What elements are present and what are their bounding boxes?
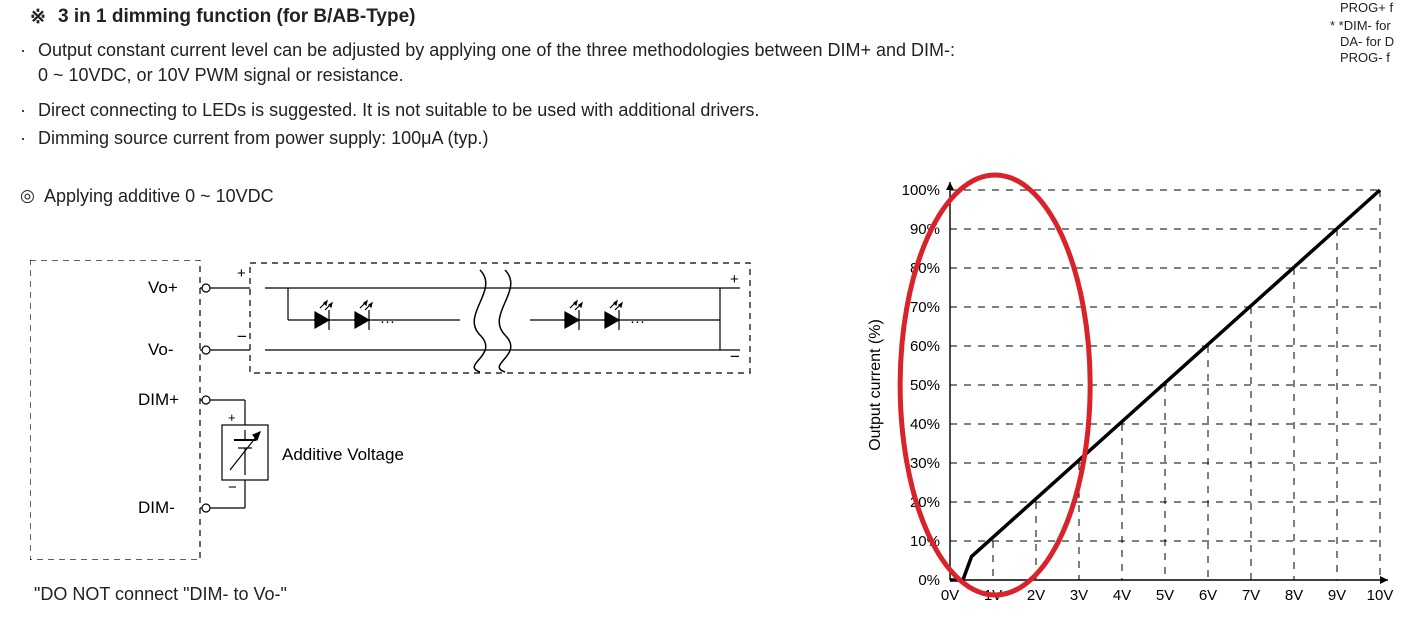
- svg-text:40%: 40%: [910, 416, 940, 433]
- side-note-2: * *DIM- for: [1330, 18, 1391, 33]
- output-current-chart: 0%10%20%30%40%50%60%70%80%90%100%0V1V2V3…: [820, 160, 1400, 630]
- svg-text:3V: 3V: [1070, 587, 1088, 604]
- svg-text:−: −: [237, 327, 247, 346]
- svg-text:50%: 50%: [910, 377, 940, 394]
- svg-text:−: −: [228, 479, 237, 496]
- subheading-marker: ◎: [20, 184, 35, 208]
- svg-text:0V: 0V: [941, 587, 959, 604]
- svg-text:6V: 6V: [1199, 587, 1217, 604]
- svg-text:DIM+: DIM+: [138, 390, 179, 409]
- warning-note: "DO NOT connect "DIM- to Vo-": [34, 582, 287, 607]
- svg-text:9V: 9V: [1328, 587, 1346, 604]
- title-marker: ※: [30, 6, 46, 29]
- page: PROG+ f * *DIM- for DA- for D PROG- f ※ …: [0, 0, 1411, 631]
- svg-text:Output current (%): Output current (%): [867, 319, 884, 451]
- bullet-3: Dimming source current from power supply…: [38, 126, 1128, 151]
- svg-text:+: +: [228, 410, 236, 425]
- bullet-dot-2: ·: [20, 98, 26, 123]
- svg-text:100%: 100%: [902, 182, 940, 199]
- svg-text:Vo-: Vo-: [148, 340, 174, 359]
- page-title: 3 in 1 dimming function (for B/AB-Type): [58, 6, 415, 28]
- svg-text:4V: 4V: [1113, 587, 1131, 604]
- svg-text:DIM-: DIM-: [138, 498, 175, 517]
- side-note-4: PROG- f: [1340, 50, 1390, 65]
- svg-text:+: +: [237, 265, 246, 282]
- svg-text:−: −: [730, 347, 740, 366]
- bullet-dot-3: ·: [20, 126, 26, 151]
- svg-text:7V: 7V: [1242, 587, 1260, 604]
- subheading: Applying additive 0 ~ 10VDC: [44, 184, 274, 209]
- svg-text:2V: 2V: [1027, 587, 1045, 604]
- svg-text:0%: 0%: [918, 572, 940, 589]
- svg-text:70%: 70%: [910, 299, 940, 316]
- bullet-1: Output constant current level can be adj…: [38, 38, 1128, 88]
- bullet-dot-1: ·: [20, 38, 26, 63]
- svg-text:30%: 30%: [910, 455, 940, 472]
- svg-text:8V: 8V: [1285, 587, 1303, 604]
- svg-text:5V: 5V: [1156, 587, 1174, 604]
- side-note-3: DA- for D: [1340, 34, 1394, 49]
- svg-text:60%: 60%: [910, 338, 940, 355]
- svg-text:···: ···: [380, 313, 395, 330]
- circuit-diagram: ··· ···: [30, 260, 790, 560]
- bullet-2: Direct connecting to LEDs is suggested. …: [38, 98, 1128, 123]
- svg-text:Vo+: Vo+: [148, 278, 178, 297]
- svg-text:···: ···: [630, 313, 645, 330]
- svg-text:10V: 10V: [1367, 587, 1394, 604]
- svg-text:Additive Voltage: Additive Voltage: [282, 445, 404, 464]
- side-note-1: PROG+ f: [1340, 0, 1393, 15]
- svg-text:+: +: [730, 271, 739, 288]
